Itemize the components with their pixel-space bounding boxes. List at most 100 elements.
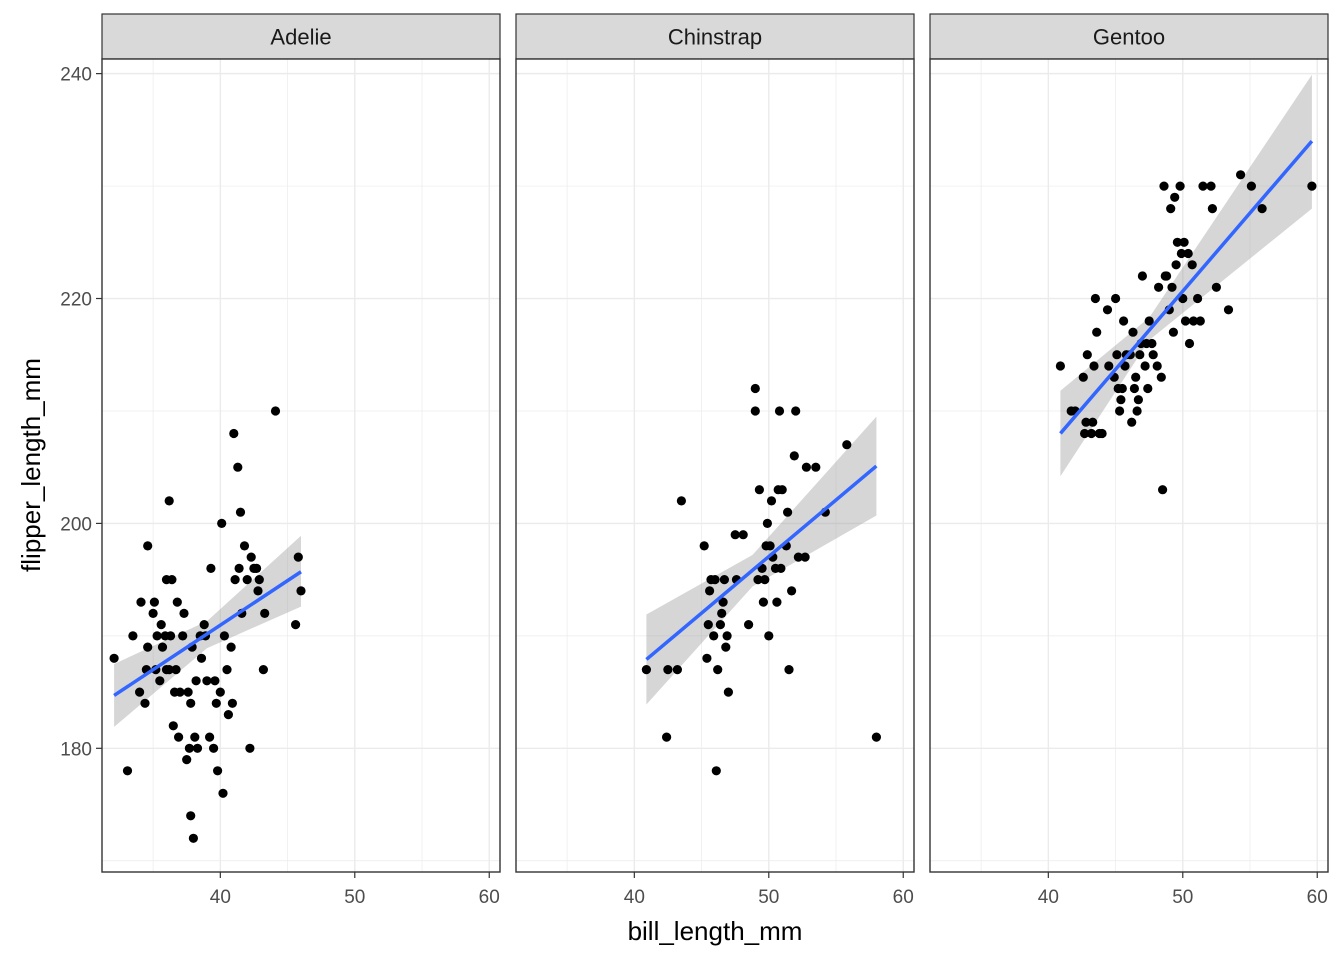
data-point	[188, 833, 198, 843]
data-point	[179, 608, 189, 619]
x-tick-label: 60	[1307, 887, 1328, 908]
data-point	[1086, 428, 1096, 439]
data-point	[1257, 204, 1267, 214]
y-tick-label: 220	[60, 290, 92, 311]
data-point	[1119, 316, 1129, 326]
data-point	[1081, 417, 1091, 427]
facet-strip	[101, 13, 501, 60]
data-point	[122, 766, 133, 776]
data-point	[1154, 282, 1164, 292]
panel-adelie: Adelie 40 50 60 180 200 220 240	[60, 13, 501, 908]
data-point	[205, 732, 215, 742]
data-point	[239, 541, 250, 551]
data-point	[774, 406, 785, 416]
data-point	[148, 608, 158, 619]
data-point	[800, 552, 810, 562]
y-tick-label: 180	[60, 739, 92, 760]
data-point	[1180, 316, 1191, 326]
data-point	[167, 575, 177, 585]
data-point	[1115, 406, 1125, 416]
data-point	[1129, 383, 1139, 394]
data-point	[140, 698, 150, 708]
data-point	[1172, 237, 1182, 247]
y-tick-label: 200	[60, 514, 92, 535]
data-point	[254, 575, 264, 585]
data-point	[750, 406, 760, 416]
data-point	[155, 676, 165, 686]
data-point	[166, 631, 176, 641]
data-point	[270, 406, 281, 416]
panel-border	[929, 58, 1329, 873]
data-point	[1195, 316, 1205, 326]
data-point	[1117, 383, 1127, 394]
data-point	[135, 687, 145, 697]
data-point	[1223, 305, 1234, 315]
data-point	[223, 710, 233, 720]
data-point	[711, 766, 721, 776]
data-point	[766, 496, 777, 506]
data-point	[245, 743, 255, 753]
data-point	[754, 485, 765, 495]
data-point	[218, 788, 228, 798]
facet-label: Adelie	[270, 25, 331, 50]
data-point	[109, 653, 119, 663]
data-point	[1090, 293, 1100, 304]
data-point	[1236, 170, 1246, 180]
panel-border	[101, 58, 501, 873]
data-point	[744, 620, 754, 630]
data-point	[710, 575, 720, 585]
data-point	[1188, 316, 1199, 326]
data-point	[801, 462, 812, 472]
data-point	[1147, 338, 1157, 349]
data-point	[783, 507, 793, 517]
x-tick-label: 50	[1172, 887, 1193, 908]
data-point	[662, 732, 672, 742]
panel-chinstrap: Chinstrap 40 50 60	[515, 13, 915, 908]
data-point	[762, 518, 773, 529]
data-point	[1082, 350, 1092, 360]
data-point	[242, 575, 252, 585]
data-point	[1088, 417, 1098, 427]
data-point	[175, 687, 185, 697]
data-point	[293, 552, 303, 562]
data-point	[156, 620, 166, 630]
panel-border	[515, 58, 915, 873]
data-point	[722, 631, 732, 641]
data-point	[143, 642, 153, 652]
confidence-band	[1060, 74, 1312, 477]
data-point	[791, 406, 801, 416]
data-point	[168, 721, 178, 731]
data-point	[663, 665, 673, 675]
data-point	[1080, 428, 1090, 439]
data-point	[1198, 181, 1208, 191]
data-point	[772, 597, 782, 607]
data-point	[1135, 350, 1145, 360]
data-point	[252, 563, 262, 574]
y-tick-label: 240	[60, 65, 92, 86]
data-point	[1179, 237, 1189, 247]
data-point	[1116, 395, 1126, 405]
data-point	[227, 698, 237, 708]
data-point	[1206, 181, 1216, 191]
data-point	[641, 665, 652, 675]
data-point	[760, 575, 770, 585]
data-point	[777, 485, 787, 495]
data-point	[1102, 305, 1113, 315]
data-point	[226, 642, 236, 652]
data-point	[1187, 260, 1197, 270]
x-tick-label: 40	[1038, 887, 1059, 908]
data-point	[1176, 248, 1186, 259]
data-point	[730, 530, 740, 540]
data-point	[715, 620, 726, 630]
data-point	[1246, 181, 1256, 191]
data-point	[234, 563, 244, 574]
data-point	[1127, 417, 1137, 427]
data-point	[1211, 282, 1221, 292]
data-point	[149, 597, 159, 607]
x-axis-title: bill_length_mm	[628, 916, 803, 946]
data-point	[738, 530, 748, 540]
data-point	[721, 642, 731, 652]
data-point	[1140, 361, 1150, 371]
data-point	[178, 631, 188, 641]
data-point	[174, 732, 184, 742]
